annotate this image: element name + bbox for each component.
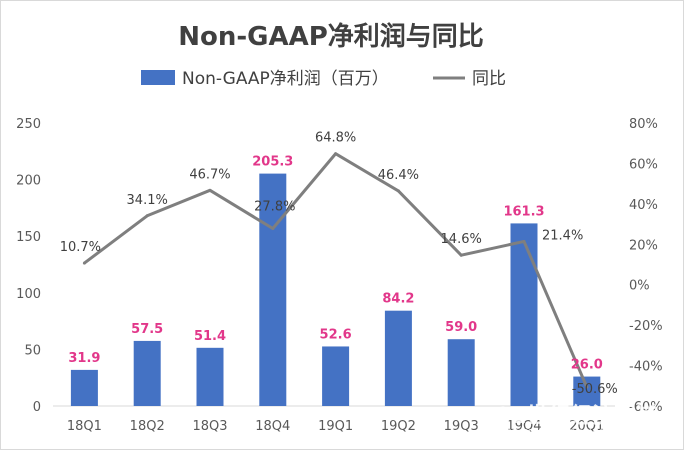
yoy-value-label: -50.6% [572, 382, 618, 397]
y-left-tick-label: 50 [24, 343, 41, 358]
yoy-point [522, 239, 526, 243]
data-labels: 31.9 57.5 51.4 205.3 52.6 84.2 59.0 161.3 26.0 10… [60, 131, 618, 397]
bar-value-label: 84.2 [382, 292, 414, 307]
yoy-value-label: 14.6% [441, 232, 482, 247]
legend-line-label: 同比 [472, 69, 506, 89]
x-tick-label: 18Q4 [255, 419, 290, 434]
bar-value-label: 57.5 [131, 322, 163, 337]
bar [196, 347, 224, 406]
yoy-point [271, 227, 275, 231]
bar [573, 376, 601, 406]
watermark: 21世纪经济报道 21ST CENTURY BUSINESS HERALD [494, 403, 659, 437]
y-left-tick-label: 250 [16, 117, 41, 132]
bar [259, 173, 287, 406]
yoy-value-label: 46.7% [189, 167, 230, 182]
y-right-tick-label: -40% [629, 360, 663, 375]
y-right-tick-label: 80% [629, 117, 658, 132]
y-left-tick-label: 0 [33, 400, 41, 415]
bar [384, 310, 412, 406]
yoy-value-label: 34.1% [127, 193, 168, 208]
yoy-point [334, 152, 338, 156]
yoy-point [396, 189, 400, 193]
bar-value-label: 52.6 [320, 327, 352, 342]
watermark-main: 21世纪经济报道 [496, 403, 659, 429]
bar [70, 369, 98, 406]
bar-value-label: 161.3 [503, 204, 544, 219]
y-left-tick-label: 100 [16, 287, 41, 302]
bar-value-label: 31.9 [68, 351, 100, 366]
bar-value-label: 26.0 [571, 358, 603, 373]
yoy-value-label: 10.7% [60, 240, 101, 255]
yoy-value-label: 46.4% [378, 168, 419, 183]
yoy-value-label: 64.8% [315, 131, 356, 146]
yoy-point [82, 261, 86, 265]
yoy-point [585, 385, 589, 389]
x-tick-label: 19Q3 [444, 419, 479, 434]
y-right-tick-label: -60% [629, 400, 663, 415]
y-axis-left: 0 50 100 150 200 250 [16, 117, 41, 415]
y-right-tick-label: 40% [629, 198, 658, 213]
bar-series [70, 173, 601, 406]
bar-value-label: 59.0 [445, 320, 477, 335]
legend-bar-label: Non-GAAP净利润（百万） [182, 69, 389, 89]
yoy-point [208, 188, 212, 192]
bar [322, 346, 350, 406]
yoy-value-label: 21.4% [542, 228, 583, 243]
chart-title: Non-GAAP净利润与同比 [178, 21, 484, 52]
y-right-tick-label: 60% [629, 157, 658, 172]
x-tick-label: 18Q1 [67, 419, 102, 434]
legend: Non-GAAP净利润（百万） 同比 [141, 69, 506, 89]
bar [510, 223, 538, 406]
x-tick-label: 19Q1 [318, 419, 353, 434]
yoy-value-label: 27.8% [254, 200, 295, 215]
y-left-tick-label: 150 [16, 230, 41, 245]
x-axis: 18Q1 18Q2 18Q3 18Q4 19Q1 19Q2 19Q3 19Q4 20Q1 [67, 419, 604, 434]
x-tick-label: 18Q2 [130, 419, 165, 434]
y-right-tick-label: 20% [629, 238, 658, 253]
x-tick-label: 20Q1 [569, 419, 604, 434]
bar [133, 340, 161, 406]
bar [447, 339, 475, 406]
x-tick-label: 19Q4 [506, 419, 541, 434]
x-tick-label: 19Q2 [381, 419, 416, 434]
y-left-tick-label: 200 [16, 174, 41, 189]
bar-value-label: 205.3 [252, 155, 293, 170]
yoy-point [145, 214, 149, 218]
watermark-sub: 21ST CENTURY BUSINESS HERALD [494, 428, 659, 437]
x-tick-label: 18Q3 [192, 419, 227, 434]
y-axis-right: -60% -40% -20% 0% 20% 40% 60% 80% [629, 117, 663, 415]
legend-bar-swatch [141, 70, 175, 85]
yoy-point [459, 253, 463, 257]
y-right-tick-label: -20% [629, 319, 663, 334]
bar-value-label: 51.4 [194, 329, 226, 344]
y-right-tick-label: 0% [629, 279, 650, 294]
line-series [82, 152, 589, 389]
